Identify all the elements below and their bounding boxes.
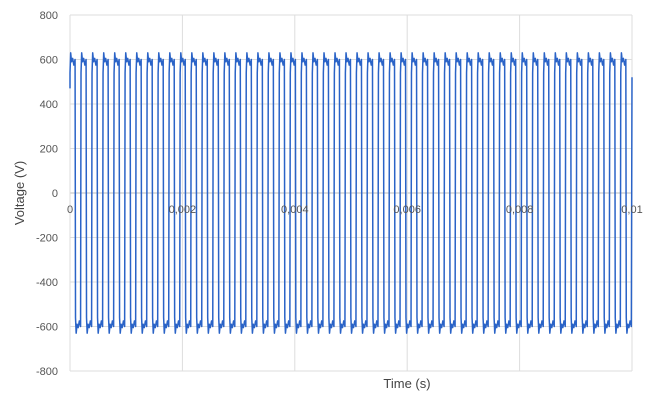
y-tick-label: 800 [40,10,58,22]
y-tick-label: 0 [52,188,58,200]
y-tick-label: 600 [40,55,58,67]
y-tick-label: 200 [40,144,58,156]
x-tick-label: 0,002 [169,204,197,216]
y-tick-label: 400 [40,99,58,111]
x-tick-label: 0,01 [621,204,642,216]
x-tick-label: 0,008 [506,204,534,216]
y-tick-label: -400 [36,277,58,289]
y-tick-label: -200 [36,233,58,245]
x-tick-label: 0,006 [393,204,421,216]
x-tick-label: 0 [67,204,73,216]
x-axis-title: Time (s) [383,376,430,391]
y-axis-title: Voltage (V) [12,161,27,225]
x-tick-label: 0,004 [281,204,309,216]
y-tick-label: -800 [36,366,58,378]
y-tick-label: -600 [36,322,58,334]
